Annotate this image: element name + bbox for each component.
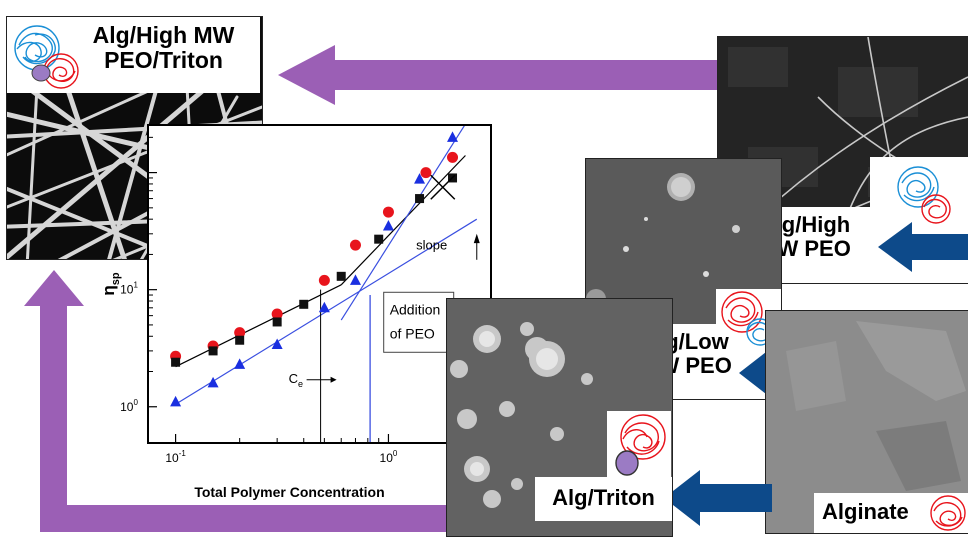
label-line-2: MW PEO [759, 235, 851, 261]
data-point-triangle-3 [271, 338, 283, 350]
sem-panel-alg-high-mw-peo: Alg/High MW PEO [717, 36, 968, 284]
fit-line-black [175, 284, 342, 368]
label-line-1: Alg/High [759, 212, 851, 237]
data-point-triangle-0 [170, 395, 182, 407]
annotation-line-1: Addition [390, 301, 441, 317]
y-axis-label: ηsp [99, 272, 122, 296]
sem-panel-alg-triton: Alg/Triton [446, 298, 673, 537]
data-point-square-1 [208, 346, 218, 356]
data-point-triangle-8 [447, 131, 459, 142]
data-point-square-4 [299, 299, 309, 309]
data-point-square-5 [336, 271, 346, 281]
label-line-2: PEO/Triton [104, 46, 223, 73]
label-line-1: Alg/High MW [92, 22, 235, 48]
data-point-circle-5 [349, 239, 361, 251]
data-point-triangle-7 [414, 173, 426, 184]
x-tick-label-0: 10-1 [165, 449, 186, 465]
data-point-square-3 [272, 317, 282, 327]
data-point-triangle-6 [382, 219, 394, 231]
navy-arrow-alginate [664, 470, 772, 526]
plot-clipped-group [170, 126, 478, 442]
y-tick-label-0: 100 [120, 398, 138, 414]
chart-frame-bg [147, 124, 492, 444]
data-point-circle-2 [234, 327, 246, 339]
data-point-triangle-2 [234, 358, 246, 369]
x-tick-label-1: 100 [380, 449, 398, 465]
label-alg-triton: Alg/Triton [535, 477, 672, 521]
slope-cross-b [430, 174, 456, 200]
data-point-square-2 [235, 335, 245, 345]
data-point-circle-4 [318, 274, 330, 286]
polymer-coils-icon [897, 166, 951, 224]
top-purple-arrow [278, 45, 725, 105]
fit-line-black-steep [340, 155, 466, 286]
ce-arrow-head [330, 376, 337, 383]
sem-image-triton [447, 299, 672, 536]
return-purple-arrow [24, 270, 460, 532]
label-alginate: Alginate [814, 493, 926, 533]
data-point-circle-8 [447, 151, 459, 163]
y-tick-label-1: 101 [120, 281, 138, 297]
label-box-right-high [870, 157, 968, 283]
red-coil-icon [930, 495, 966, 531]
data-point-triangle-1 [207, 376, 219, 388]
data-point-square-7 [415, 194, 425, 204]
fit-line-blue-semidilute [340, 126, 465, 321]
red-coil-with-triton-icon [607, 411, 671, 483]
data-point-triangle-4 [318, 301, 330, 313]
sem-panel-alginate: Alginate [765, 310, 968, 534]
data-point-circle-6 [382, 206, 394, 218]
data-point-circle-7 [420, 167, 432, 179]
label-alg-high-mw-peo: Alg/High MW PEO [740, 207, 870, 283]
data-point-square-0 [171, 357, 181, 367]
slope-label: slope [416, 238, 447, 253]
annotation-line-2: of PEO [390, 325, 435, 341]
ce-label: Ce [289, 371, 303, 389]
polymer-coils-icon [14, 25, 79, 89]
chart-x-axis-label: Total Polymer Concentration [194, 484, 385, 500]
data-point-triangle-5 [349, 274, 361, 285]
navy-arrow-high [878, 222, 968, 272]
data-point-circle-3 [271, 308, 283, 320]
data-point-square-6 [374, 234, 384, 244]
slope-up-arrow-head [473, 233, 480, 244]
viscosity-chart: 10-1 100 100 101 ηsp Ce slope Addition of PEO To… [92, 124, 494, 510]
